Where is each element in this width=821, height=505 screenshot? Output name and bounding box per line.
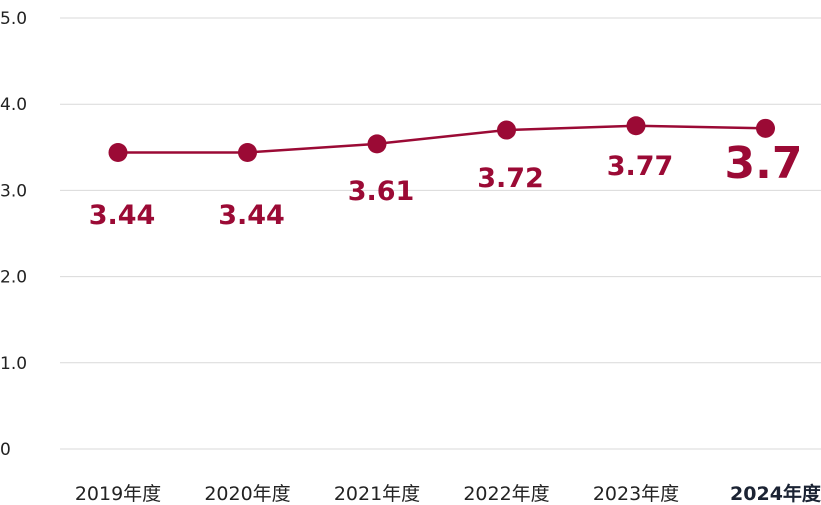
data-point — [497, 120, 516, 140]
data-label: 3.61 — [348, 176, 415, 207]
data-point — [626, 116, 646, 136]
data-label: 3.44 — [218, 200, 285, 231]
data-point — [238, 142, 257, 162]
data-label: 3.72 — [477, 163, 544, 194]
x-tick-label: 2020年度 — [204, 483, 290, 505]
y-tick-label: 1.0 — [0, 354, 27, 374]
y-tick-label: 3.0 — [0, 181, 27, 201]
series-points — [108, 116, 775, 162]
data-point — [367, 134, 387, 154]
data-labels: 3.44 3.44 3.61 3.72 3.77 3.7 — [89, 138, 803, 231]
y-tick-label: 2.0 — [0, 268, 27, 288]
x-tick-label: 2023年度 — [593, 483, 679, 505]
data-label: 3.7 — [725, 138, 803, 189]
y-tick-label: 0 — [0, 440, 11, 460]
y-axis-ticks: 0 1.0 2.0 3.0 4.0 5.0 — [0, 9, 27, 460]
x-tick-label: 2021年度 — [334, 483, 420, 505]
data-label: 3.77 — [607, 151, 674, 182]
data-point — [756, 118, 775, 138]
series-line-layer — [118, 124, 766, 154]
x-axis-ticks: 2019年度 2020年度 2021年度 2022年度 2023年度 2024年度 — [75, 482, 821, 505]
data-point — [108, 142, 128, 162]
gridlines — [60, 17, 821, 450]
data-label: 3.44 — [89, 200, 156, 231]
x-tick-label: 2024年度 — [730, 482, 821, 505]
y-tick-label: 4.0 — [0, 95, 27, 115]
y-tick-label: 5.0 — [0, 9, 27, 29]
x-tick-label: 2019年度 — [75, 483, 161, 505]
x-tick-label: 2022年度 — [463, 483, 549, 505]
series-line — [118, 124, 766, 154]
